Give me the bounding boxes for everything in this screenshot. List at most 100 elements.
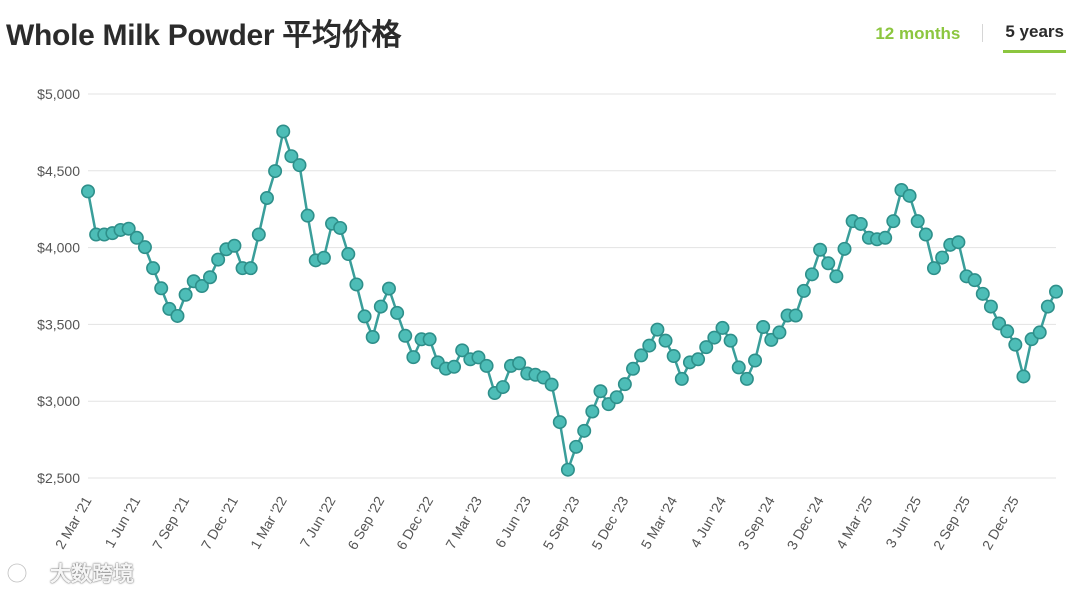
series-layer (81, 124, 1064, 477)
data-point (121, 221, 136, 236)
data-point (642, 338, 657, 353)
data-point (756, 320, 771, 335)
data-point (813, 242, 828, 257)
data-point (788, 308, 803, 323)
x-tick-label: 2 Mar '21 (52, 493, 95, 551)
tab-divider (982, 23, 984, 42)
data-point (983, 299, 998, 314)
data-point (137, 240, 152, 255)
data-point (381, 281, 396, 296)
x-tick-label: 2 Sep '25 (930, 493, 973, 552)
series-line (86, 130, 1058, 471)
data-point (194, 278, 209, 293)
data-point (211, 252, 226, 267)
x-tick-label: 6 Sep '22 (344, 493, 387, 552)
data-point (886, 214, 901, 229)
data-point (626, 361, 641, 376)
data-point (333, 220, 348, 235)
data-point (821, 256, 836, 271)
data-point (259, 190, 274, 205)
data-point (447, 359, 462, 374)
page-title: Whole Milk Powder 平均价格 (6, 19, 402, 52)
data-point (349, 277, 364, 292)
data-point (910, 214, 925, 229)
data-point (276, 124, 291, 139)
data-point (674, 371, 689, 386)
x-tick-label: 7 Sep '21 (149, 493, 192, 552)
data-point (951, 235, 966, 250)
data-point (804, 267, 819, 282)
data-point (796, 283, 811, 298)
data-point (577, 423, 592, 438)
data-point (918, 227, 933, 242)
data-point (902, 188, 917, 203)
y-tick-label: $5,000 (37, 86, 80, 102)
x-tick-label: 4 Mar '25 (833, 493, 876, 551)
data-point (1000, 324, 1015, 339)
x-tick-label: 1 Jun '21 (101, 493, 143, 550)
x-axis-ticks: 2 Mar '21 1 Jun '21 7 Sep '21 7 Dec '21 1 Ma… (52, 493, 1022, 552)
data-point (357, 309, 372, 324)
data-point (1008, 337, 1023, 352)
data-point (512, 356, 527, 371)
data-point (837, 241, 852, 256)
data-point (634, 348, 649, 363)
watermark-text: 大数跨境 (50, 562, 134, 586)
x-tick-label: 5 Sep '23 (539, 493, 582, 552)
data-point (81, 184, 96, 199)
data-point (699, 340, 714, 355)
data-point (284, 149, 299, 164)
x-tick-label: 7 Mar '23 (442, 493, 485, 551)
x-tick-label: 5 Mar '24 (637, 493, 680, 551)
data-point (707, 330, 722, 345)
data-point (479, 358, 494, 373)
data-point (1040, 299, 1055, 314)
data-point (617, 377, 632, 392)
data-point (967, 273, 982, 288)
x-tick-label: 7 Dec '21 (198, 493, 241, 552)
data-point (251, 227, 266, 242)
data-point (585, 404, 600, 419)
tab-12-months[interactable]: 12 months (875, 23, 961, 43)
data-point (471, 350, 486, 365)
data-point (170, 308, 185, 323)
data-point (406, 350, 421, 365)
x-tick-label: 6 Jun '23 (492, 493, 534, 550)
x-tick-label: 3 Dec '24 (783, 493, 826, 552)
data-point (650, 322, 665, 337)
data-point (829, 269, 844, 284)
data-point (731, 360, 746, 375)
data-point (748, 353, 763, 368)
data-point (495, 380, 510, 395)
data-point (300, 208, 315, 223)
data-point (593, 384, 608, 399)
data-point (455, 343, 470, 358)
data-point (723, 333, 738, 348)
data-point (398, 328, 413, 343)
x-tick-label: 1 Mar '22 (247, 493, 290, 551)
data-point (422, 332, 437, 347)
data-point (1016, 369, 1031, 384)
y-axis-ticks: $5,000 $4,500 $4,000 $3,500 $3,000 $2,500 (37, 86, 80, 486)
data-point (691, 352, 706, 367)
data-point (878, 230, 893, 245)
data-point (146, 261, 161, 276)
y-tick-label: $4,000 (37, 240, 80, 256)
data-point (544, 377, 559, 392)
data-point (715, 320, 730, 335)
data-point (341, 247, 356, 262)
data-point (227, 238, 242, 253)
tab-5-years[interactable]: 5 years (1003, 20, 1066, 53)
y-tick-label: $4,500 (37, 163, 80, 179)
data-point (853, 216, 868, 231)
data-point (926, 261, 941, 276)
grid-lines (88, 93, 1056, 479)
x-tick-label: 6 Dec '22 (393, 493, 436, 552)
x-tick-label: 4 Jun '24 (687, 493, 729, 550)
range-tabs: 12 months 5 years (873, 20, 1066, 53)
data-point (975, 286, 990, 301)
data-point (129, 230, 144, 245)
data-point (666, 349, 681, 364)
data-point (935, 250, 950, 265)
data-point (552, 415, 567, 430)
